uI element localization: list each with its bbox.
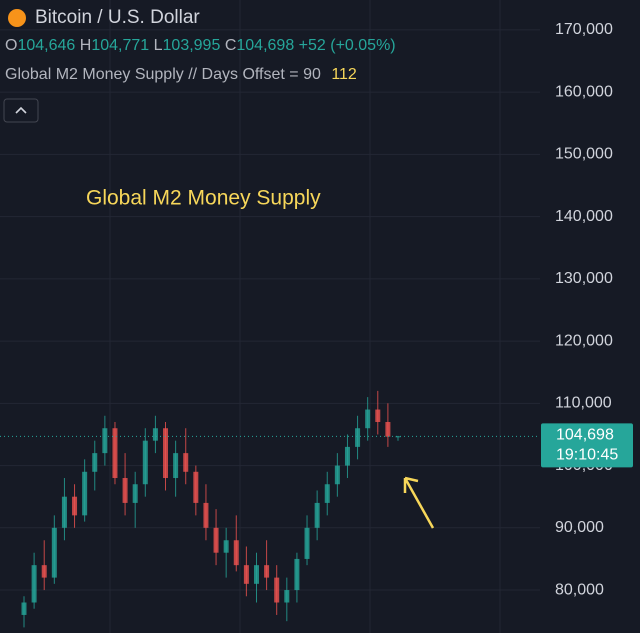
overlay-legend: Global M2 Money Supply // Days Offset = …	[5, 66, 357, 83]
candle-body	[344, 446, 350, 466]
y-tick-label: 170,000	[555, 21, 613, 38]
candle-body	[385, 422, 391, 437]
candle-body	[102, 428, 108, 454]
candle-body	[274, 577, 280, 603]
y-tick-label: 130,000	[555, 270, 613, 287]
candle-body	[355, 428, 361, 447]
y-tick-label: 160,000	[555, 83, 613, 100]
change: +52 (+0.05%)	[299, 37, 396, 54]
candle-body	[51, 527, 57, 578]
o-label: O	[5, 37, 17, 54]
candle-body	[193, 471, 199, 503]
candle-body	[112, 428, 118, 479]
h: 104,771	[91, 37, 149, 54]
candle-body	[31, 565, 37, 603]
o: 104,646	[17, 37, 75, 54]
overlay-name: Global M2 Money Supply // Days Offset = …	[5, 66, 321, 83]
candle-body	[243, 565, 249, 584]
candle-body	[223, 540, 229, 553]
candle-body	[395, 436, 401, 438]
candle-body	[41, 565, 47, 578]
y-tick-label: 90,000	[555, 519, 604, 536]
title: Bitcoin / U.S. Dollar	[35, 7, 200, 28]
y-tick-label: 120,000	[555, 332, 613, 349]
candle-body	[122, 478, 128, 503]
candle-body	[163, 428, 169, 479]
y-tick-label: 80,000	[555, 581, 604, 598]
y-tick-label: 150,000	[555, 146, 613, 163]
candle-body	[375, 409, 381, 422]
candle-body	[304, 527, 310, 559]
candle-body	[72, 496, 78, 516]
collapse-button[interactable]	[3, 98, 39, 123]
annotation: Global M2 Money Supply	[86, 187, 321, 210]
overlay-value: 112	[331, 66, 357, 83]
candle-body	[284, 590, 290, 603]
candle-body	[294, 558, 300, 591]
candle-body	[183, 453, 189, 472]
candle-body	[92, 453, 98, 472]
candle-body	[213, 527, 219, 553]
candle-body	[264, 565, 270, 578]
candle-body	[324, 484, 330, 503]
h-label: H	[80, 37, 92, 54]
candle-body	[334, 465, 340, 485]
ohlc-legend: O104,646 H104,771 L103,995 C104,698 +52 …	[5, 37, 396, 54]
candle-body	[253, 565, 259, 584]
l-label: L	[154, 37, 163, 54]
candle-body	[21, 602, 27, 615]
last-price-label: 104,698	[556, 427, 614, 444]
candle-body	[365, 409, 371, 429]
candle-body	[82, 471, 88, 516]
l: 103,995	[163, 37, 221, 54]
y-axis: 80,00090,000100,000110,000120,000130,000…	[541, 21, 633, 598]
y-tick-label: 110,000	[555, 395, 612, 412]
candle-body	[173, 453, 179, 479]
plot	[0, 29, 540, 628]
candle-body	[203, 502, 209, 528]
collapse-icon	[15, 106, 27, 114]
price-box	[541, 423, 633, 468]
candle-body	[314, 502, 320, 528]
y-tick-label: 140,000	[555, 208, 613, 225]
c-label: C	[225, 37, 237, 54]
candle-body	[142, 440, 148, 485]
candle-body	[233, 540, 239, 566]
candle-body	[61, 496, 67, 528]
candle-body	[152, 428, 158, 441]
c: 104,698	[236, 37, 294, 54]
countdown: 19:10:45	[556, 447, 618, 464]
btc-icon	[8, 9, 26, 27]
arrow	[403, 476, 435, 529]
candle-body	[132, 484, 138, 503]
